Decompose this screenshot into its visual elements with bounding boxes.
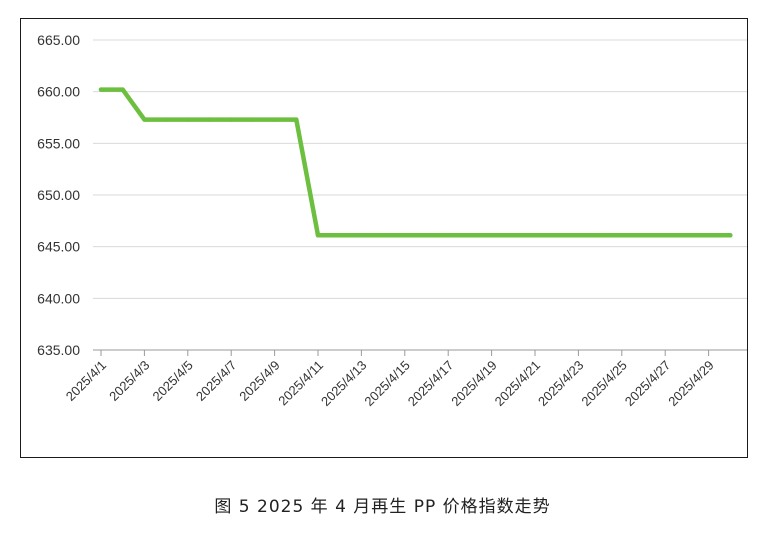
x-tick-label: 2025/4/15 — [361, 358, 413, 410]
y-tick-label: 635.00 — [37, 342, 80, 358]
data-point — [706, 233, 711, 238]
data-point — [424, 233, 429, 238]
x-tick-label: 2025/4/5 — [150, 358, 196, 404]
x-tick-label: 2025/4/1 — [63, 358, 109, 404]
x-tick-label: 2025/4/11 — [275, 358, 326, 409]
line-chart: 635.00 640.00 645.00 650.00 655.00 660.00 665.… — [37, 32, 747, 410]
data-point — [380, 233, 386, 238]
data-point — [597, 233, 603, 238]
data-point — [294, 117, 299, 122]
x-tick-label: 2025/4/3 — [106, 358, 152, 404]
data-point — [467, 233, 473, 238]
data-point — [142, 117, 147, 122]
data-point — [120, 87, 125, 92]
figure-caption: 图 5 2025 年 4 月再生 PP 价格指数走势 — [214, 497, 551, 517]
x-tick-label: 2025/4/29 — [665, 358, 717, 410]
chart-frame: 635.00 640.00 645.00 650.00 655.00 660.00 665.… — [20, 18, 748, 458]
x-tick-label: 2025/4/21 — [492, 358, 544, 410]
data-point — [250, 117, 256, 122]
data-point — [663, 233, 668, 238]
data-point — [641, 233, 646, 238]
data-point — [272, 117, 277, 122]
data-point — [207, 117, 212, 122]
data-point — [554, 233, 559, 238]
x-tick-label: 2025/4/23 — [535, 358, 587, 410]
data-point — [684, 233, 690, 238]
data-point — [532, 233, 538, 238]
data-point — [98, 87, 104, 92]
x-tick-label: 2025/4/7 — [193, 358, 239, 404]
y-tick-label: 640.00 — [37, 290, 80, 306]
data-point — [489, 233, 494, 238]
y-tick-label: 650.00 — [37, 187, 80, 203]
x-tick-label: 2025/4/19 — [448, 358, 500, 410]
data-point — [511, 233, 516, 238]
y-tick-label: 645.00 — [37, 239, 80, 255]
data-point — [446, 233, 451, 238]
series-line — [98, 87, 733, 238]
x-tick-label: 2025/4/13 — [318, 358, 370, 410]
data-point — [576, 233, 581, 238]
data-point — [315, 233, 321, 238]
data-point — [402, 233, 407, 238]
data-point — [185, 117, 190, 122]
y-tick-label: 655.00 — [37, 135, 80, 151]
x-tick-label: 2025/4/17 — [405, 358, 457, 410]
data-point — [337, 233, 342, 238]
data-point — [163, 117, 169, 122]
data-point — [359, 233, 364, 238]
data-point — [229, 117, 234, 122]
x-tick-label: 2025/4/27 — [622, 358, 674, 410]
data-point — [728, 233, 733, 238]
y-tick-label: 665.00 — [37, 32, 80, 48]
y-tick-label: 660.00 — [37, 84, 80, 100]
data-point — [619, 233, 624, 238]
x-tick-label: 2025/4/25 — [578, 358, 630, 410]
